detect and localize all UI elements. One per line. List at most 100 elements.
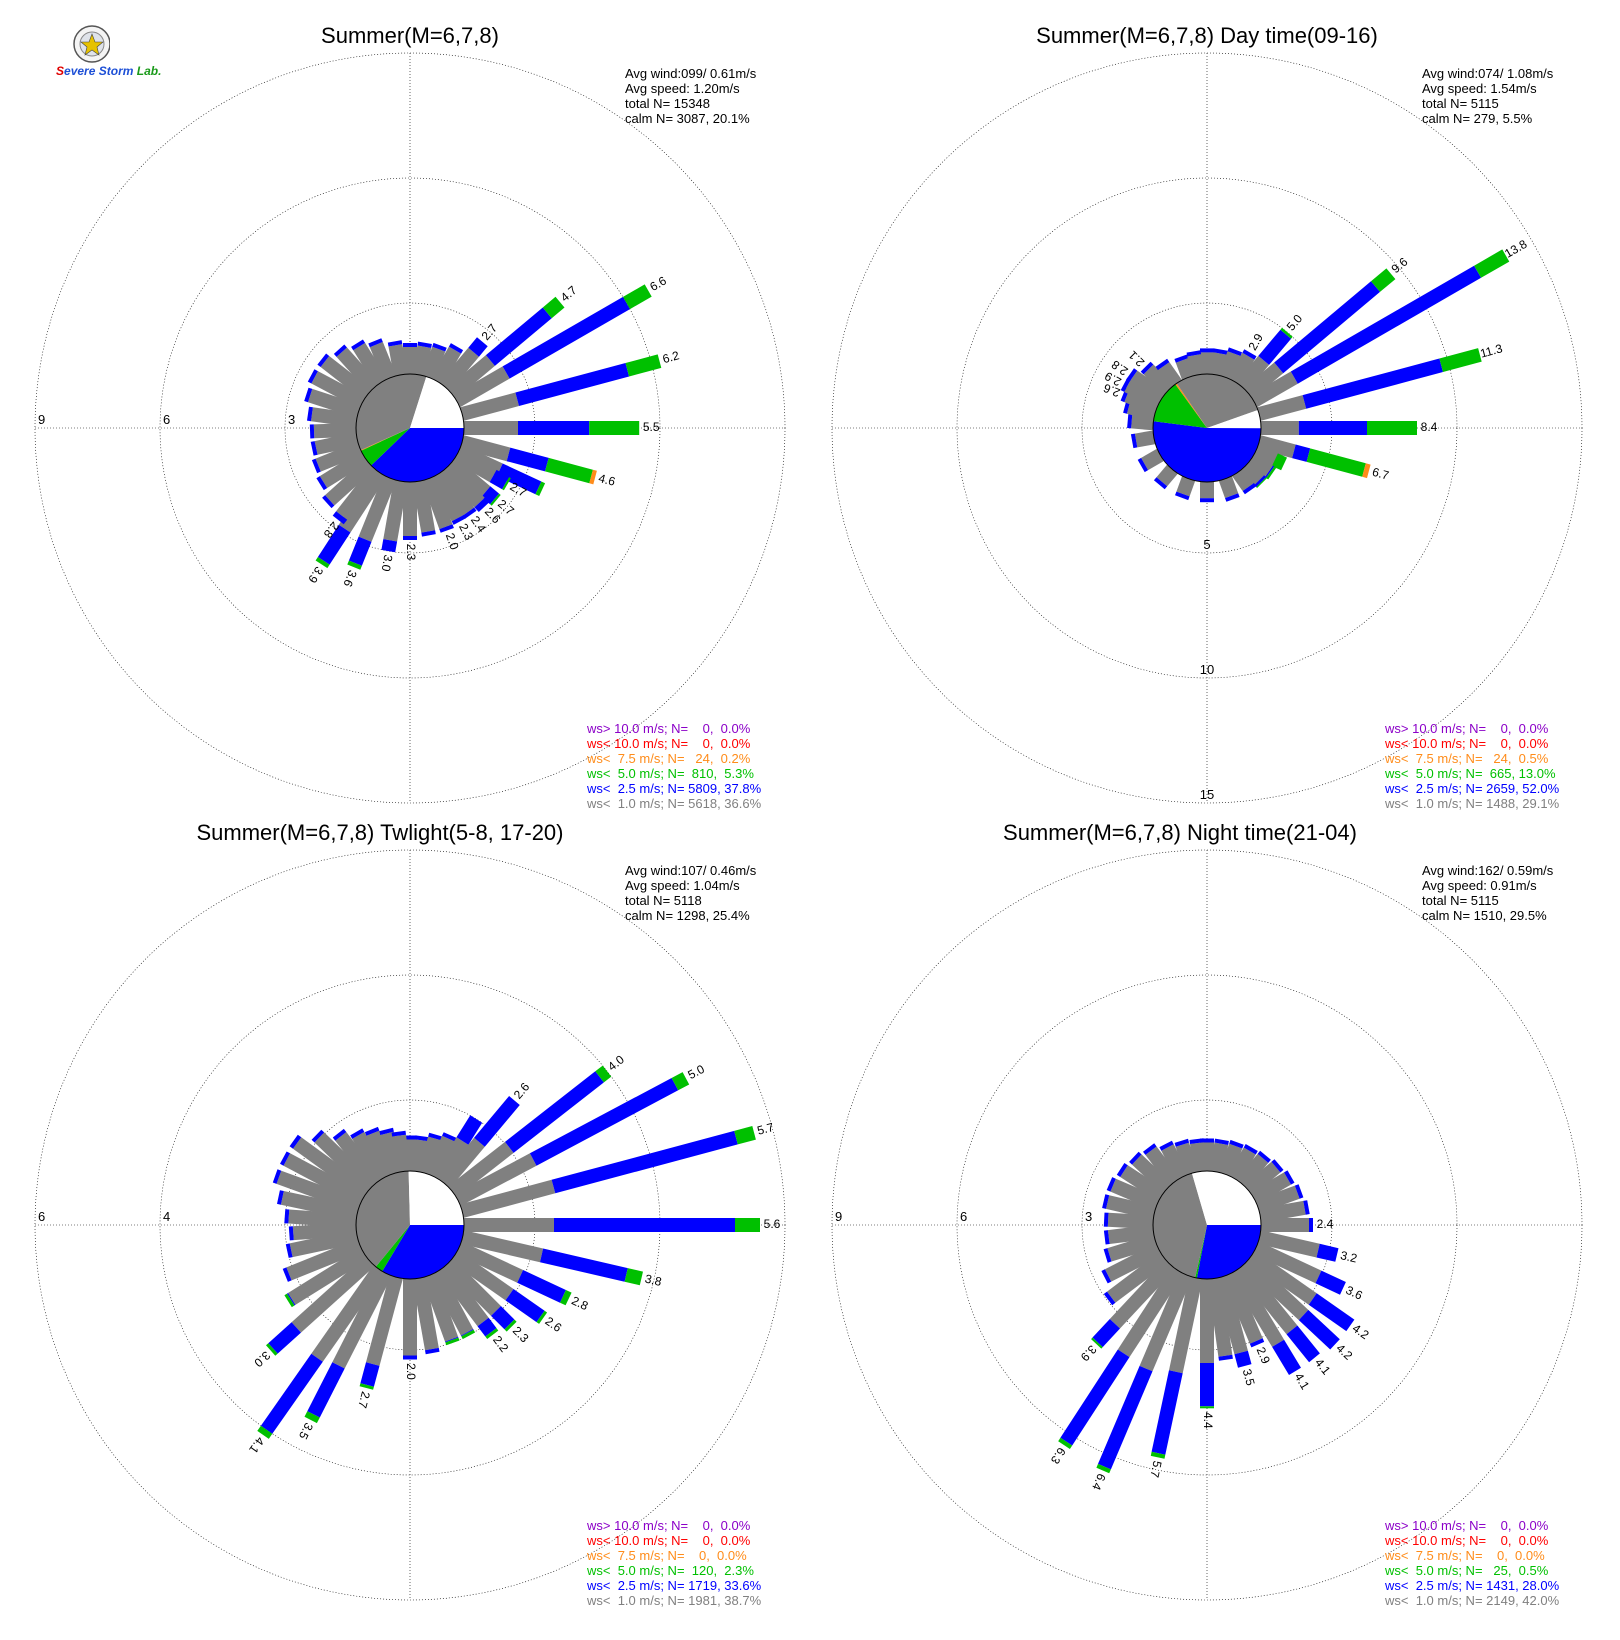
- wind-bar-green: [545, 457, 593, 484]
- wind-bar-blue: [333, 344, 347, 357]
- wind-bar-blue: [1130, 433, 1138, 449]
- wind-bar-gray: [319, 450, 368, 488]
- wind-bar-gray: [403, 482, 417, 536]
- bar-value-label: 6.6: [647, 273, 669, 294]
- wind-bar-blue: [1200, 1363, 1214, 1407]
- wind-bar-green: [536, 1310, 548, 1324]
- wind-bar-gray: [276, 1170, 362, 1214]
- wind-bar-blue: [364, 1126, 380, 1136]
- legend-entry: ws< 1.0 m/s; N= 2149, 42.0%: [1384, 1593, 1560, 1608]
- legend-entry: ws< 1.0 m/s; N= 5618, 36.6%: [586, 796, 762, 811]
- wind-bar-gray: [320, 356, 372, 401]
- inner-pie-blue: [1153, 421, 1261, 482]
- legend-entry: ws< 10.0 m/s; N= 0, 0.0%: [1384, 1533, 1549, 1548]
- wind-bar-blue: [307, 1362, 345, 1418]
- bar-value-label: 8.4: [1421, 420, 1438, 434]
- legend-entry: ws> 10.0 m/s; N= 0, 0.0%: [1384, 721, 1549, 736]
- wind-bar-blue: [1153, 477, 1168, 490]
- wind-bar-blue: [282, 1267, 292, 1282]
- bar-value-label: 4.6: [597, 471, 617, 489]
- wind-bar-gray: [1228, 1267, 1285, 1347]
- wind-bar-blue: [468, 337, 488, 357]
- wind-bar-green: [535, 481, 546, 496]
- wind-bar-gray: [325, 458, 375, 506]
- wind-bar-blue: [1298, 1309, 1340, 1350]
- wind-bar-blue: [379, 1127, 394, 1135]
- stats-line: Avg wind:074/ 1.08m/s: [1422, 66, 1554, 81]
- wind-bar-blue: [280, 1151, 291, 1166]
- range-ring-label: 6: [163, 412, 170, 427]
- lab-seal-icon: [73, 25, 111, 63]
- wind-bar-gray: [412, 1277, 439, 1351]
- wind-bar-gray: [1104, 1243, 1163, 1282]
- wind-bar-gray: [403, 347, 417, 374]
- legend-entry: ws< 5.0 m/s; N= 810, 5.3%: [586, 766, 754, 781]
- wind-bar-blue: [1316, 1243, 1339, 1262]
- wind-bar-blue: [1284, 1170, 1295, 1185]
- range-ring-label: 4: [163, 1209, 170, 1224]
- bar-value-label: 3.0: [251, 1348, 273, 1370]
- wind-bar-green: [485, 1328, 499, 1339]
- inner-pie-gray: [355, 373, 427, 451]
- bar-value-label: 3.6: [1344, 1283, 1365, 1303]
- wind-bar-blue: [1258, 329, 1292, 365]
- wind-bar-gray: [453, 448, 497, 483]
- inner-pie-outline: [1152, 1170, 1262, 1280]
- wind-bar-gray: [460, 392, 519, 421]
- wind-bar-blue: [1200, 498, 1214, 503]
- wind-bar-blue: [1218, 1354, 1233, 1361]
- wind-bar-green: [266, 1343, 278, 1356]
- wind-bar-gray: [314, 432, 359, 455]
- wind-bar-green: [1096, 1463, 1111, 1474]
- wind-bar-green: [735, 1218, 760, 1232]
- wind-bar-blue: [1249, 1338, 1265, 1348]
- wind-bar-gray: [1107, 1224, 1155, 1244]
- wind-bar-blue: [442, 1132, 457, 1142]
- wind-bar-blue: [403, 1135, 417, 1140]
- bar-value-label: 13.8: [1502, 237, 1530, 261]
- wind-bar-gray: [1250, 371, 1298, 408]
- wind-bar-blue: [1303, 1200, 1310, 1215]
- inner-pie-calm: [408, 1170, 464, 1225]
- wind-bar-blue: [515, 363, 630, 406]
- windrose-panel: Summer(M=6,7,8) Night time(21-04) 3 6 9 2.4 3…: [831, 820, 1583, 1608]
- wind-bar-green: [315, 557, 330, 569]
- wind-bar-blue: [1103, 1212, 1109, 1227]
- wind-bar-blue: [1175, 491, 1190, 501]
- inner-pie-blue: [382, 1225, 464, 1280]
- stats-line: calm N= 1510, 29.5%: [1422, 908, 1547, 923]
- wind-bar-gray: [388, 344, 408, 376]
- wind-bar-gray: [432, 1137, 469, 1183]
- wind-bar-gray: [1145, 1146, 1181, 1187]
- chart-title: Summer(M=6,7,8): [321, 23, 499, 48]
- wind-bar-gray: [1240, 461, 1265, 486]
- wind-bar-gray: [1247, 1250, 1317, 1305]
- wind-bar-gray: [1190, 1142, 1208, 1173]
- bar-value-label: 9.6: [1389, 254, 1411, 276]
- range-ring: [831, 849, 1583, 1601]
- wind-bar-blue: [474, 1096, 520, 1147]
- wind-bar-gray: [332, 1269, 392, 1369]
- wind-bar-blue: [1127, 414, 1133, 429]
- wind-bar-blue: [391, 1130, 406, 1137]
- wind-bar-blue: [1254, 475, 1267, 488]
- wind-bar-green: [623, 284, 652, 310]
- wind-bar-blue: [1189, 1138, 1204, 1144]
- wind-bar-gray: [436, 1263, 489, 1327]
- wind-bar-blue: [403, 1355, 417, 1360]
- wind-bar-blue: [310, 441, 318, 456]
- wind-bar-blue: [554, 1218, 735, 1232]
- inner-pie-blue: [1196, 1225, 1261, 1279]
- wind-bar-gray: [293, 1137, 371, 1199]
- wind-bar-blue: [348, 536, 372, 566]
- wind-bar-blue: [332, 511, 348, 525]
- wind-bar-blue: [1174, 1138, 1190, 1147]
- wind-bar-blue: [304, 387, 313, 403]
- wind-bar-blue: [1103, 1291, 1116, 1306]
- bar-value-label: 6.2: [661, 348, 681, 366]
- legend-entry: ws< 2.5 m/s; N= 2659, 52.0%: [1384, 781, 1560, 796]
- wind-bar-gray: [1253, 1241, 1322, 1284]
- legend-entry: ws< 5.0 m/s; N= 665, 13.0%: [1384, 766, 1556, 781]
- bar-value-label: 2.0: [443, 531, 462, 552]
- wind-bar-blue: [1143, 1143, 1157, 1155]
